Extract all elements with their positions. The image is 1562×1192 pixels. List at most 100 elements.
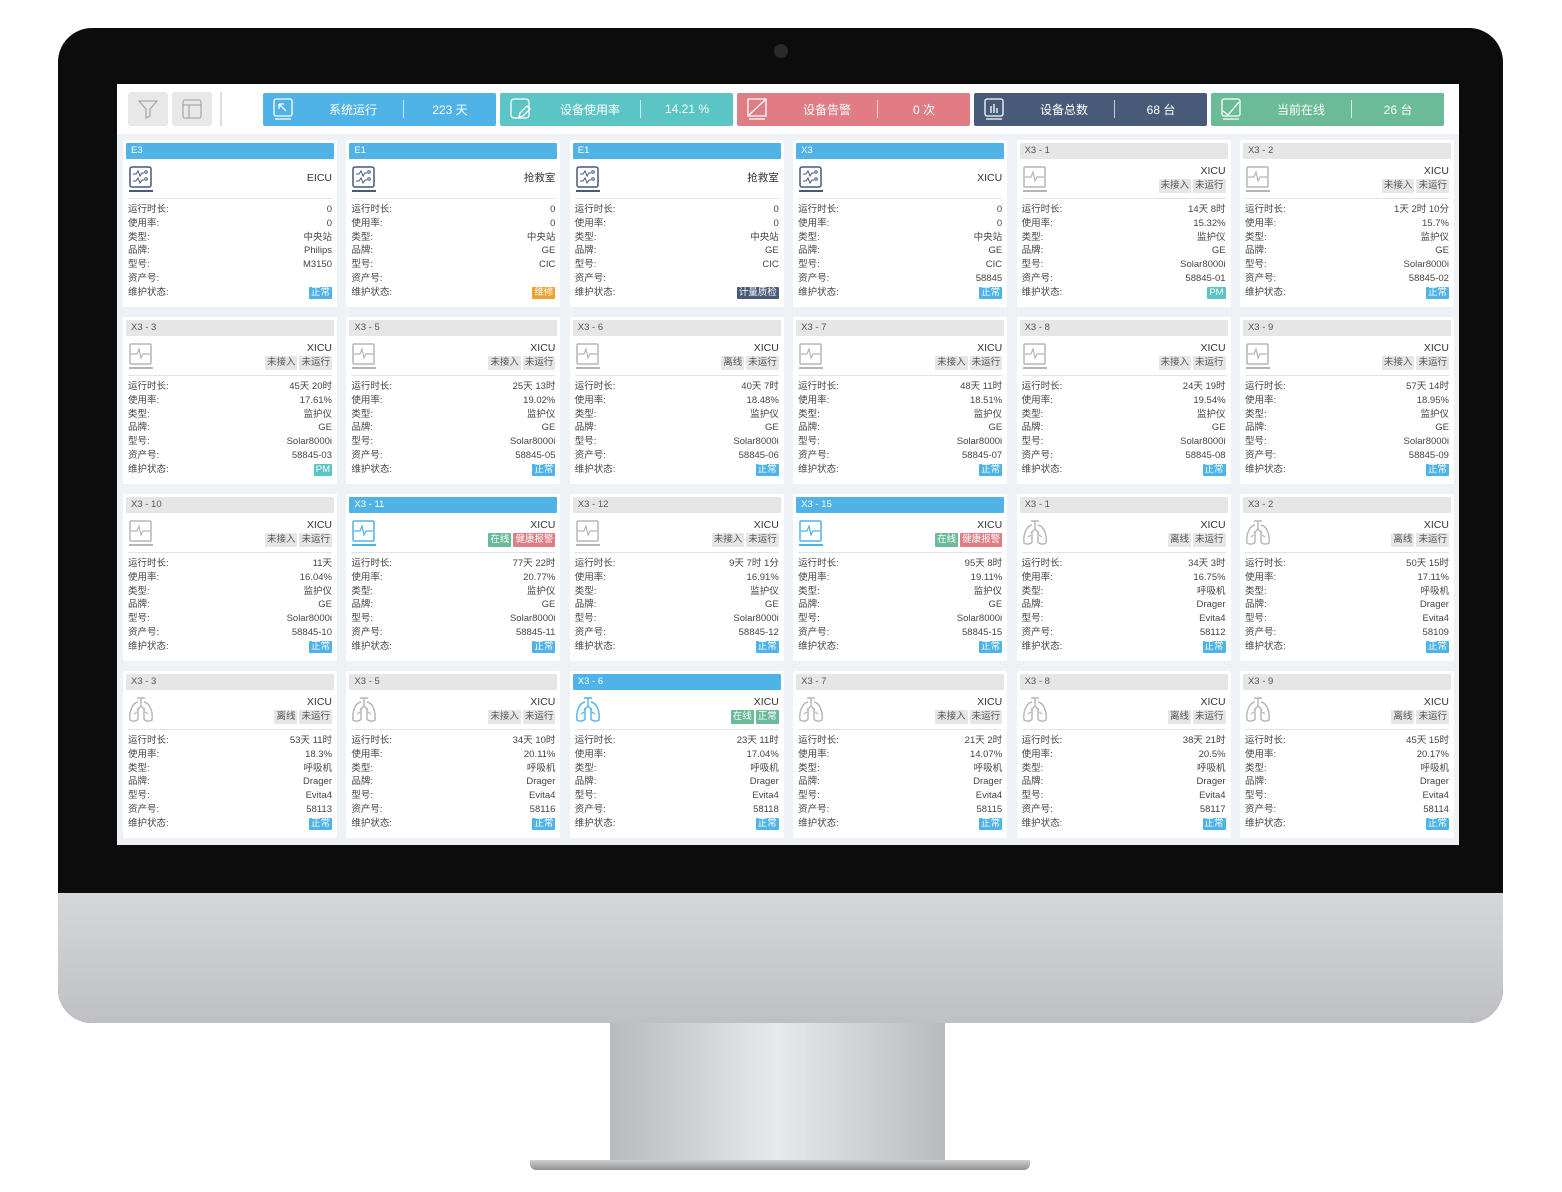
- device-card[interactable]: X3 XICU 运行时长: 0 使用率: 0 类型: 中央站 品牌: GE 型号: CIC 资产号:…: [793, 140, 1008, 307]
- field-label: 资产号:: [574, 803, 606, 815]
- field-value: 监护仪: [973, 408, 1003, 420]
- field-label: 类型:: [1244, 231, 1267, 243]
- tag-group: 未接入 未运行: [933, 355, 1003, 370]
- field-row: 型号: Solar8000i: [351, 612, 555, 626]
- field-label: 品牌:: [1021, 599, 1044, 611]
- device-card[interactable]: X3 - 9 XICU 未接入 未运行 运行时长: 57天 14时 使用率: 18.95%…: [1239, 317, 1454, 484]
- stat-tile[interactable]: 设备总数 68 台: [974, 92, 1207, 126]
- device-card[interactable]: X3 - 7 XICU 未接入 未运行 运行时长: 21天 2时 使用率: 14.07% 类…: [793, 671, 1008, 838]
- field-label: 使用率:: [798, 748, 830, 760]
- field-row: 运行时长: 0: [575, 203, 779, 217]
- field-row: 资产号: 58845-07: [798, 449, 1002, 463]
- card-title: X3 - 3: [126, 320, 334, 336]
- field-value: Drager: [302, 776, 332, 788]
- tag-group: 未接入 未运行: [933, 709, 1003, 724]
- device-card[interactable]: X3 - 5 XICU 未接入 未运行 运行时长: 25天 13时 使用率: 19.02%…: [346, 317, 561, 484]
- field-row: 使用率: 20.11%: [351, 748, 555, 762]
- field-row: 品牌: Philips: [128, 244, 332, 258]
- device-status-tag: 离线: [1168, 532, 1192, 547]
- field-row: 类型: 中央站: [128, 231, 332, 245]
- device-card[interactable]: X3 - 5 XICU 未接入 未运行 运行时长: 34天 10时 使用率: 20.11%…: [346, 671, 561, 838]
- field-label: 资产号:: [128, 272, 160, 284]
- device-card[interactable]: X3 - 1 XICU 未接入 未运行 运行时长: 14天 8时 使用率: 15.32% 类…: [1016, 140, 1231, 307]
- field-value: 45天 15时: [1406, 735, 1449, 746]
- card-details: 运行时长: 77天 22时 使用率: 20.77% 类型: 监护仪 品牌: GE 型号: Sola…: [349, 553, 557, 654]
- field-label: 维护状态:: [574, 817, 616, 829]
- device-card[interactable]: X3 - 3 XICU 离线 未运行 运行时长: 53天 11时 使用率: 18.3% 类型…: [123, 671, 337, 838]
- maintenance-status-badge: 正常: [532, 463, 556, 476]
- field-value: Solar8000i: [509, 613, 556, 625]
- field-label: 资产号:: [798, 272, 830, 284]
- field-label: 资产号:: [574, 626, 606, 638]
- device-card[interactable]: X3 - 1 XICU 离线 未运行 运行时长: 34天 3时 使用率: 16.75% 类型…: [1016, 494, 1231, 661]
- patient-monitor-icon: [1245, 342, 1270, 369]
- device-card[interactable]: X3 - 2 XICU 未接入 未运行 运行时长: 1天 2时 10分 使用率: 15.7…: [1239, 140, 1454, 307]
- device-card[interactable]: X3 - 9 XICU 离线 未运行 运行时长: 45天 15时 使用率: 20.17% 类…: [1239, 671, 1454, 838]
- field-label: 维护状态:: [128, 817, 169, 829]
- card-details: 运行时长: 34天 10时 使用率: 20.11% 类型: 呼吸机 品牌: Drager 型号:…: [349, 730, 557, 831]
- stat-tile[interactable]: 系统运行 223 天: [263, 92, 496, 126]
- patient-monitor-icon: [1022, 165, 1047, 192]
- field-label: 型号:: [1021, 259, 1044, 271]
- field-value: 58845-12: [738, 626, 779, 638]
- device-card[interactable]: X3 - 6 XICU 在线 正常 运行时长: 23天 11时 使用率: 17.04% 类型…: [569, 671, 784, 838]
- device-card[interactable]: E1 抢救室 运行时长: 0 使用率: 0 类型: 中央站 品牌: GE 型号: CIC 资产号: 维…: [569, 140, 784, 307]
- field-label: 型号:: [574, 436, 597, 448]
- tag-group: 在线 正常: [729, 709, 779, 724]
- field-label: 运行时长:: [574, 558, 616, 569]
- field-value: 20.77%: [523, 571, 556, 583]
- field-row: 使用率: 20.77%: [351, 571, 555, 585]
- card-icon-row: XICU 未接入 未运行: [128, 513, 332, 553]
- stat-tile[interactable]: 设备告警 0 次: [737, 92, 970, 126]
- field-label: 型号:: [128, 436, 150, 448]
- field-row: 型号: Evita4: [1022, 612, 1226, 626]
- field-row: 资产号: 58845-08: [1022, 449, 1226, 463]
- device-status-tag: 离线: [1391, 709, 1415, 724]
- device-card[interactable]: X3 - 11 XICU 在线 健康报警 运行时长: 77天 22时 使用率: 20.77…: [346, 494, 561, 661]
- device-card[interactable]: E3 EICU 运行时长: 0 使用率: 0 类型: 中央站 品牌: Philips 型号: M3…: [123, 140, 337, 307]
- device-card[interactable]: X3 - 6 XICU 离线 未运行 运行时长: 40天 7时 使用率: 18.48% 类型…: [569, 317, 784, 484]
- card-details: 运行时长: 24天 19时 使用率: 19.54% 类型: 监护仪 品牌: GE 型号: Sola…: [1020, 376, 1228, 477]
- device-status-tag: 未接入: [1158, 355, 1192, 370]
- device-card[interactable]: X3 - 3 XICU 未接入 未运行 运行时长: 45天 20时 使用率: 17.61%…: [123, 317, 337, 484]
- device-card[interactable]: X3 - 8 XICU 离线 未运行 运行时长: 38天 21时 使用率: 20.5% 类型…: [1016, 671, 1231, 838]
- device-card[interactable]: X3 - 10 XICU 未接入 未运行 运行时长: 11天 使用率: 16.04% 类型:…: [123, 494, 337, 661]
- layout-button[interactable]: [172, 92, 212, 126]
- device-card[interactable]: E1 抢救室 运行时长: 0 使用率: 0 类型: 中央站 品牌: GE 型号: CIC 资产号: 维…: [346, 140, 561, 307]
- field-row: 使用率: 14.07%: [798, 748, 1002, 762]
- field-row: 维护状态: 正常: [1245, 817, 1449, 831]
- field-row: 品牌: GE: [351, 244, 555, 258]
- maintenance-status-badge: 正常: [979, 286, 1003, 299]
- patient-monitor-icon: [129, 342, 153, 369]
- monitor-stand-base: [530, 1160, 1030, 1170]
- stat-separator: [403, 100, 404, 118]
- device-card[interactable]: X3 - 7 XICU 未接入 未运行 运行时长: 48天 11时 使用率: 18.51%…: [793, 317, 1008, 484]
- filter-button[interactable]: [128, 92, 168, 126]
- field-value: 18.3%: [305, 748, 332, 760]
- stat-tile[interactable]: 当前在线 26 台: [1211, 92, 1444, 126]
- device-card[interactable]: X3 - 2 XICU 离线 未运行 运行时长: 50天 15时 使用率: 17.11% 类…: [1239, 494, 1454, 661]
- field-label: 运行时长:: [798, 735, 839, 746]
- field-row: 运行时长: 77天 22时: [351, 557, 555, 571]
- card-title: X3 - 12: [572, 497, 781, 513]
- field-row: 运行时长: 34天 10时: [351, 734, 555, 748]
- device-card[interactable]: X3 - 12 XICU 未接入 未运行 运行时长: 9天 7时 1分 使用率: 16.9…: [569, 494, 784, 661]
- field-value: Drager: [1419, 776, 1449, 788]
- field-label: 运行时长:: [1021, 558, 1063, 569]
- field-label: 资产号:: [351, 803, 383, 815]
- field-value: Philips: [304, 245, 332, 257]
- stat-tile[interactable]: 设备使用率 14.21 %: [500, 92, 733, 126]
- card-icon-row: XICU 离线 未运行: [1021, 690, 1226, 730]
- field-label: 类型:: [798, 762, 820, 774]
- field-row: 运行时长: 0: [128, 203, 332, 217]
- field-row: 品牌: Drager: [575, 775, 779, 789]
- field-row: 运行时长: 45天 15时: [1245, 734, 1449, 748]
- device-card[interactable]: X3 - 15 XICU 在线 健康报警 运行时长: 95天 8时 使用率: 19.11%…: [793, 494, 1008, 661]
- field-row: 型号: CIC: [798, 258, 1002, 272]
- field-label: 品牌:: [574, 245, 597, 257]
- maintenance-status-badge: 维修: [532, 286, 556, 299]
- field-label: 运行时长:: [1244, 735, 1286, 746]
- field-label: 运行时长:: [351, 558, 393, 569]
- device-card[interactable]: X3 - 8 XICU 未接入 未运行 运行时长: 24天 19时 使用率: 19.54%…: [1016, 317, 1231, 484]
- field-label: 运行时长:: [798, 204, 839, 215]
